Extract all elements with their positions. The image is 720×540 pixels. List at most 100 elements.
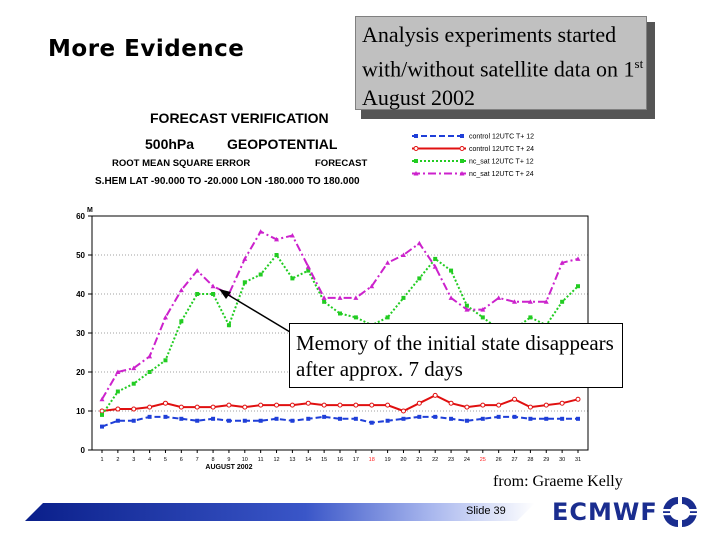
x-tick-label: 23 (448, 457, 454, 463)
x-tick-label: 30 (559, 457, 565, 463)
x-tick-label: 29 (543, 457, 549, 463)
data-point (497, 403, 501, 407)
x-tick-label: 26 (496, 457, 502, 463)
data-point (195, 292, 199, 296)
data-point (132, 419, 136, 423)
x-tick-label: 11 (258, 457, 264, 463)
x-tick-label: 18 (369, 457, 375, 463)
data-point (179, 319, 183, 323)
x-tick-label: 24 (464, 457, 470, 463)
data-point (353, 295, 358, 300)
data-point (386, 419, 390, 423)
x-tick-label: 12 (273, 457, 279, 463)
x-tick-label: 27 (511, 457, 517, 463)
x-tick-label: 25 (480, 457, 486, 463)
data-point (417, 401, 421, 405)
data-point (195, 268, 200, 273)
data-point (163, 401, 167, 405)
data-point (322, 295, 327, 300)
legend-label: nc_sat 12UTC T+ 12 (469, 159, 534, 166)
data-point (195, 405, 199, 409)
legend-label: control 12UTC T+ 12 (469, 134, 534, 141)
data-point (338, 417, 342, 421)
data-point (528, 315, 532, 319)
y-axis-label: M (87, 207, 93, 214)
y-tick-label: 30 (76, 329, 85, 338)
data-point (354, 315, 358, 319)
x-tick-label: 4 (148, 457, 151, 463)
data-point (449, 401, 453, 405)
data-point (227, 323, 231, 327)
data-point (116, 390, 120, 394)
slide-number: Slide 39 (466, 505, 506, 517)
data-point (338, 295, 343, 300)
x-tick-label: 3 (132, 457, 135, 463)
data-point (386, 403, 390, 407)
data-point (132, 407, 136, 411)
data-point (338, 403, 342, 407)
callout-arrow (225, 293, 295, 335)
data-point (576, 284, 580, 288)
data-point (481, 417, 485, 421)
data-point (560, 417, 564, 421)
data-point (338, 312, 342, 316)
data-point (465, 405, 469, 409)
data-point (211, 417, 215, 421)
x-tick-label: 1 (100, 457, 103, 463)
x-tick-label: 7 (196, 457, 199, 463)
x-tick-label: 15 (321, 457, 327, 463)
data-point (227, 403, 231, 407)
x-tick-label: 13 (289, 457, 295, 463)
data-point (481, 403, 485, 407)
ecmwf-logo-icon (655, 493, 705, 531)
data-point (449, 269, 453, 273)
data-point (401, 417, 405, 421)
data-point (385, 260, 390, 265)
data-point (460, 134, 464, 138)
x-axis-label: AUGUST 2002 (205, 464, 252, 471)
data-point (417, 276, 421, 280)
series-control-12utc-t-12 (100, 415, 580, 429)
x-tick-label: 5 (164, 457, 167, 463)
data-point (148, 415, 152, 419)
x-tick-label: 20 (400, 457, 406, 463)
data-point (370, 403, 374, 407)
data-point (370, 421, 374, 425)
data-point (460, 147, 464, 151)
data-point (481, 315, 485, 319)
data-point (322, 403, 326, 407)
y-tick-label: 40 (76, 290, 85, 299)
legend-label: control 12UTC T+ 24 (469, 146, 534, 153)
y-tick-label: 20 (76, 368, 85, 377)
data-point (163, 358, 167, 362)
data-point (163, 415, 167, 419)
data-point (306, 417, 310, 421)
data-point (306, 401, 310, 405)
legend-label: nc_sat 12UTC T+ 24 (469, 171, 534, 178)
data-point (227, 419, 231, 423)
data-point (544, 417, 548, 421)
data-point (195, 419, 199, 423)
data-point (259, 403, 263, 407)
data-point (275, 417, 279, 421)
data-point (100, 413, 104, 417)
data-point (414, 134, 418, 138)
x-tick-label: 16 (337, 457, 343, 463)
x-tick-label: 14 (305, 457, 311, 463)
data-point (243, 405, 247, 409)
data-point (275, 403, 279, 407)
data-point (116, 419, 120, 423)
data-point (560, 300, 564, 304)
data-point (179, 288, 184, 293)
data-point (513, 397, 517, 401)
y-tick-label: 60 (76, 212, 85, 221)
x-tick-label: 9 (227, 457, 230, 463)
x-tick-label: 6 (180, 457, 183, 463)
data-point (100, 425, 104, 429)
data-point (414, 159, 418, 163)
data-point (401, 409, 405, 413)
data-point (179, 405, 183, 409)
data-point (290, 403, 294, 407)
data-point (576, 397, 580, 401)
